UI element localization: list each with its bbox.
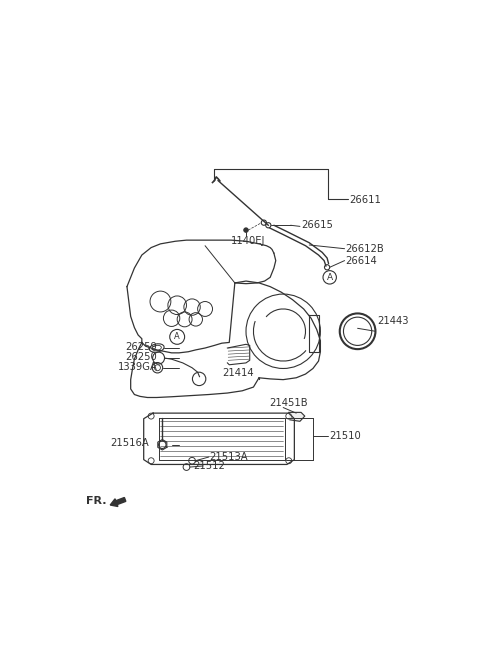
Text: 21510: 21510 [330, 431, 361, 441]
Text: 26611: 26611 [349, 195, 381, 205]
Text: 26612B: 26612B [346, 243, 384, 254]
Text: 21443: 21443 [377, 316, 408, 326]
Text: 1140EJ: 1140EJ [231, 236, 265, 245]
FancyArrow shape [110, 497, 126, 506]
Text: 21414: 21414 [222, 368, 253, 378]
Text: FR.: FR. [86, 495, 107, 506]
Text: 26250: 26250 [125, 352, 157, 361]
Text: 26614: 26614 [346, 256, 377, 266]
Polygon shape [289, 413, 305, 421]
Text: 26615: 26615 [301, 220, 333, 230]
Circle shape [244, 228, 248, 232]
Text: 21512: 21512 [193, 461, 225, 471]
Text: 21516A: 21516A [110, 438, 149, 448]
Text: 21451B: 21451B [269, 398, 308, 407]
Text: 1339GA: 1339GA [118, 361, 157, 371]
Text: A: A [174, 333, 180, 341]
Text: 21513A: 21513A [210, 452, 248, 462]
Text: 26259: 26259 [125, 342, 157, 352]
Text: A: A [326, 273, 333, 282]
